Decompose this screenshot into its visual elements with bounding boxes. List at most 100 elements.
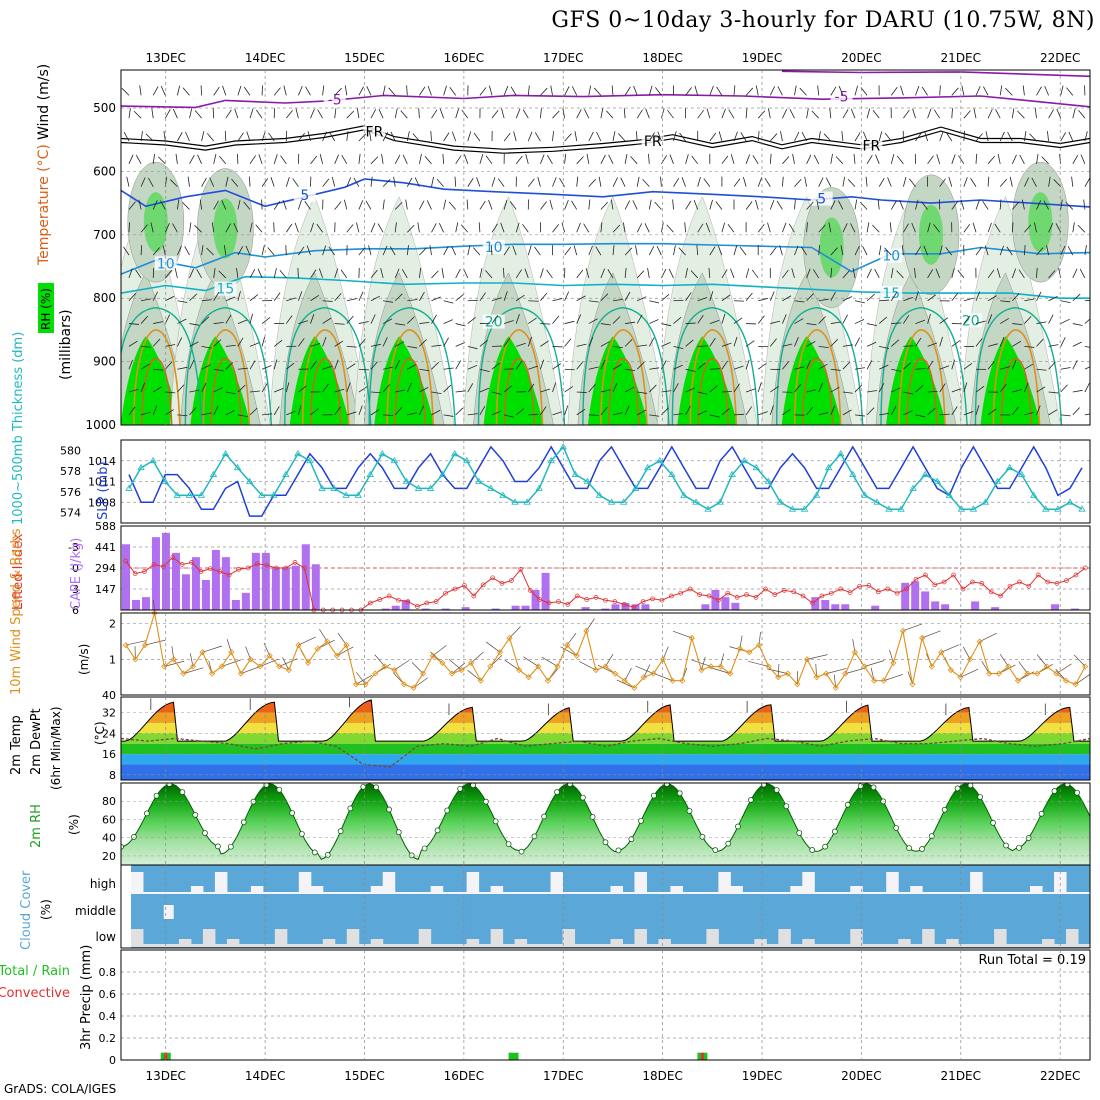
temp-band xyxy=(121,743,1090,755)
wind-barb xyxy=(939,131,944,142)
wind-barb xyxy=(213,291,220,301)
cape-bar xyxy=(271,567,280,610)
wind-barb-10m xyxy=(605,653,614,667)
cape-bar xyxy=(701,604,710,610)
wind-barb xyxy=(693,199,699,210)
wind-barb xyxy=(439,223,444,233)
wind-barb xyxy=(406,245,409,256)
cloud-bar-low xyxy=(982,944,995,947)
cloud-bar-high xyxy=(394,892,408,894)
y-tick-temp2m: 24 xyxy=(102,727,116,740)
wind-barb xyxy=(963,297,974,302)
wind-barb xyxy=(936,154,941,164)
wind-barb xyxy=(449,87,457,96)
wind-barb xyxy=(901,245,904,256)
wind-barb xyxy=(152,86,159,96)
cloud-bar-high xyxy=(874,892,887,894)
cloud-bar-high xyxy=(406,892,420,894)
series-point xyxy=(861,491,869,498)
wind-barb xyxy=(504,414,514,418)
li-point xyxy=(1073,572,1079,578)
wind-barb xyxy=(370,343,381,347)
rh-point xyxy=(289,810,296,816)
wind-speed-point xyxy=(650,670,657,677)
wind-barb xyxy=(903,410,913,416)
x-tick-bottom: 17DEC xyxy=(543,1069,583,1083)
cloud-bar-high xyxy=(178,892,192,894)
wind-barb xyxy=(522,109,529,119)
wind-barb xyxy=(140,245,143,256)
cloud-bar-high xyxy=(322,892,336,894)
wind-barb xyxy=(201,177,207,187)
wind-barb xyxy=(234,108,239,119)
wind-barb-10m xyxy=(883,674,904,682)
wind-barb xyxy=(900,85,904,96)
wind-barb xyxy=(830,267,833,278)
wind-barb xyxy=(249,268,256,279)
wind-barb xyxy=(298,291,303,301)
wind-speed-point xyxy=(343,642,350,649)
li-point xyxy=(904,586,909,592)
wind-barb xyxy=(649,367,660,370)
wind-barb xyxy=(865,176,868,187)
wind-barb xyxy=(721,294,731,302)
series-point xyxy=(885,505,893,512)
wind-barb xyxy=(1068,131,1074,142)
series-point xyxy=(125,484,133,491)
y-label-li: Lifted Index xyxy=(11,533,26,610)
cloud-bar-high xyxy=(250,886,264,894)
cloud-bar-high xyxy=(538,892,552,894)
wind-barb xyxy=(717,245,723,256)
wind-barb xyxy=(164,270,173,279)
wind-barb xyxy=(451,131,457,142)
wind-barb xyxy=(709,385,718,393)
wind-barb xyxy=(571,200,578,210)
series-point xyxy=(366,470,374,477)
li-point xyxy=(226,572,232,578)
wind-barb xyxy=(419,339,427,347)
wind-barb xyxy=(527,131,533,142)
wind-barb xyxy=(322,245,327,256)
wind-barb xyxy=(757,224,765,233)
cloud-bar-low xyxy=(802,939,815,947)
wind-barb xyxy=(466,199,469,210)
y-tick-temp2m: 8 xyxy=(109,769,116,782)
wind-barb-10m xyxy=(921,630,941,639)
wind-barb xyxy=(346,382,351,393)
wind-barb xyxy=(286,362,295,370)
li-point xyxy=(678,590,684,596)
cloud-bar-high xyxy=(730,886,743,894)
wind-barb xyxy=(612,316,621,324)
wind-speed-point xyxy=(305,659,312,666)
cloud-bar-low xyxy=(430,944,444,947)
rh-point xyxy=(906,845,912,851)
series-point xyxy=(221,450,230,457)
wind-barb xyxy=(322,131,327,142)
wind-barb xyxy=(429,245,432,256)
cloud-bar-high xyxy=(490,886,504,894)
wind-barb xyxy=(1024,224,1032,233)
wind-barb xyxy=(209,177,215,187)
wind-speed-point xyxy=(851,649,859,656)
x-tick-top: 16DEC xyxy=(444,51,484,65)
wind-barb xyxy=(1017,110,1025,119)
rh-point xyxy=(893,825,900,831)
isotherm-30-loop xyxy=(310,357,342,425)
wind-barb xyxy=(406,382,412,393)
rh-point xyxy=(202,830,208,836)
wind-barb xyxy=(1067,246,1074,256)
series-point xyxy=(402,477,411,484)
wind-barb xyxy=(225,344,236,347)
wind-barb xyxy=(733,245,738,256)
rh-point xyxy=(967,783,974,789)
wind-barb xyxy=(933,109,941,119)
cloud-bar-low xyxy=(538,944,552,947)
wind-barb xyxy=(270,177,275,187)
cloud-bar-low xyxy=(934,944,947,947)
wind-barb xyxy=(661,323,672,327)
y-label-precip-total: Total / Rain xyxy=(0,964,70,979)
temp-band xyxy=(121,722,1090,734)
wind-barb xyxy=(830,247,838,256)
wind-barb xyxy=(160,200,166,210)
wind-barb xyxy=(975,320,986,324)
